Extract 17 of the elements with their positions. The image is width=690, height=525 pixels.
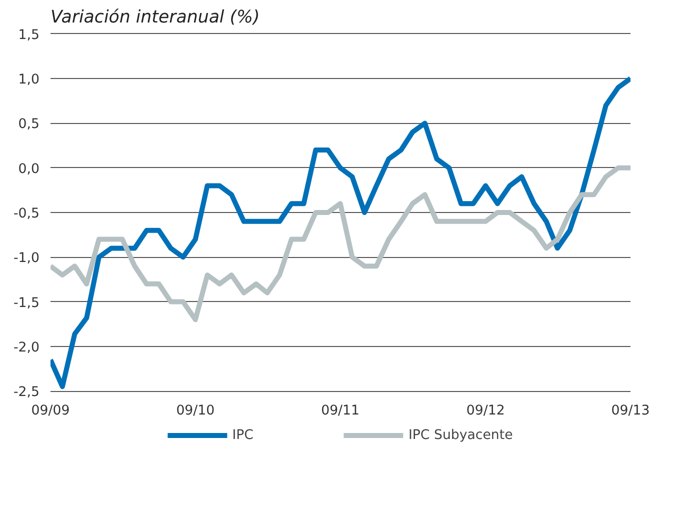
y-tick-label: 1,0 (18, 72, 40, 88)
y-tick-label: 1,5 (18, 28, 40, 43)
x-tick-label: 09/09 (31, 404, 70, 418)
legend-label: IPC (232, 428, 254, 442)
y-tick-label: -2,5 (13, 385, 40, 400)
legend-label: IPC Subyacente (408, 428, 513, 442)
x-tick-label: 09/13 (611, 404, 650, 418)
x-tick-label: 09/10 (176, 404, 215, 418)
y-tick-label: -1,0 (13, 251, 40, 266)
y-tick-label: 0,5 (18, 117, 40, 132)
y-tick-label: 0,0 (18, 162, 40, 177)
y-tick-label: -0,5 (13, 206, 40, 222)
x-tick-label: 09/11 (321, 404, 360, 418)
x-tick-label: 09/12 (466, 404, 505, 418)
y-tick-label: -2,0 (13, 340, 40, 356)
chart-title: Variación interanual (%) (50, 8, 260, 28)
y-tick-label: -1,5 (13, 296, 40, 311)
